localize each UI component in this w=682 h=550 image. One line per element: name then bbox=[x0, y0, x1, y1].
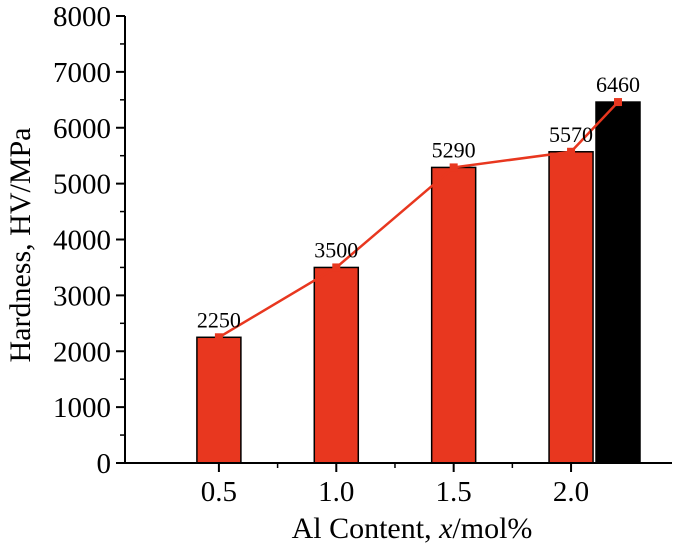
data-label-5: 6460 bbox=[596, 72, 640, 97]
x-axis-title: Al Content, x/mol% bbox=[292, 512, 533, 545]
trend-marker-5 bbox=[614, 98, 623, 107]
data-label-4: 5570 bbox=[549, 122, 593, 147]
trend-marker-4 bbox=[567, 147, 576, 156]
bars-layer bbox=[196, 101, 641, 464]
x-tick-label: 2.0 bbox=[553, 476, 589, 508]
x-tick-label: 1.0 bbox=[318, 476, 354, 508]
bar-1 bbox=[196, 336, 242, 464]
y-tick-label: 8000 bbox=[53, 1, 111, 33]
bar-2 bbox=[313, 266, 360, 464]
data-label-1: 2250 bbox=[197, 307, 241, 332]
x-tick-label: 0.5 bbox=[201, 476, 237, 508]
bar-3 bbox=[430, 166, 477, 464]
trend-marker-2 bbox=[332, 263, 341, 272]
trend-line-layer bbox=[214, 98, 623, 342]
x-axis-title-prefix: Al Content, bbox=[292, 512, 440, 545]
data-label-3: 5290 bbox=[432, 137, 476, 162]
bar-4 bbox=[548, 151, 594, 464]
trend-marker-1 bbox=[214, 333, 223, 342]
y-tick-label: 2000 bbox=[53, 336, 111, 368]
y-tick-label: 1000 bbox=[53, 392, 111, 424]
x-tick-label: 1.5 bbox=[436, 476, 472, 508]
axes-layer: 0 1000 2000 3000 4000 5000 6000 7000 8000 0.5 1.0 1… bbox=[53, 1, 672, 508]
y-tick-label: 3000 bbox=[53, 280, 111, 312]
y-axis-title: Hardness, HV/MPa bbox=[4, 128, 37, 363]
x-axis-title-variable: x bbox=[438, 512, 453, 545]
x-axis-title-unit: /mol% bbox=[452, 512, 532, 545]
y-tick-label: 4000 bbox=[53, 225, 111, 257]
trend-marker-3 bbox=[449, 163, 458, 172]
y-tick-label: 6000 bbox=[53, 113, 111, 145]
y-tick-label: 5000 bbox=[53, 169, 111, 201]
y-tick-label: 0 bbox=[97, 448, 112, 480]
bar-5 bbox=[595, 101, 641, 464]
y-tick-label: 7000 bbox=[53, 57, 111, 89]
data-label-2: 3500 bbox=[314, 237, 358, 262]
